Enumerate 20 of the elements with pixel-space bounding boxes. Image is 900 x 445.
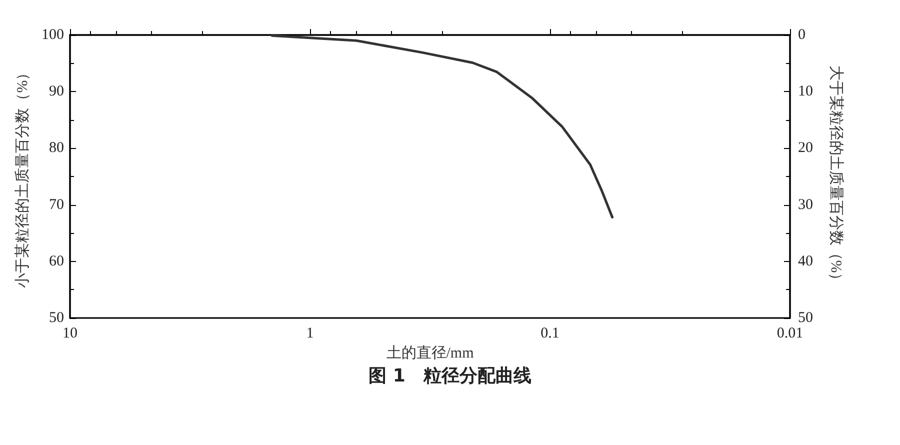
y-tick-label: 50 bbox=[49, 310, 64, 326]
y-tick-label: 80 bbox=[49, 140, 64, 156]
y2-tick-label: 10 bbox=[798, 84, 813, 100]
x-tick-label: 1 bbox=[306, 326, 314, 342]
y-tick-label: 60 bbox=[49, 253, 64, 270]
x-tick-label: 10 bbox=[62, 326, 78, 342]
y-tick-label: 100 bbox=[42, 27, 64, 43]
y-tick-label: 70 bbox=[49, 196, 64, 213]
y2-tick-label: 40 bbox=[798, 253, 813, 270]
x-tick-label: 0.01 bbox=[776, 326, 804, 342]
text: 图 1 粒径分配曲线 bbox=[368, 366, 532, 386]
y2-tick-label: 30 bbox=[798, 196, 813, 213]
y2-axis-title: 大于某粒径的土质量百分数（%） bbox=[828, 65, 844, 288]
y2-tick-label: 0 bbox=[798, 27, 806, 43]
y2-tick-label: 20 bbox=[798, 140, 813, 156]
y2-tick-label: 50 bbox=[798, 310, 813, 326]
x-tick-label: 0.1 bbox=[540, 326, 560, 342]
x-axis-title: 土的直径/mm bbox=[386, 344, 474, 362]
y-tick-label: 90 bbox=[49, 84, 64, 100]
y-axis-title: 小于某粒径的土质量百分数（%） bbox=[14, 65, 32, 288]
